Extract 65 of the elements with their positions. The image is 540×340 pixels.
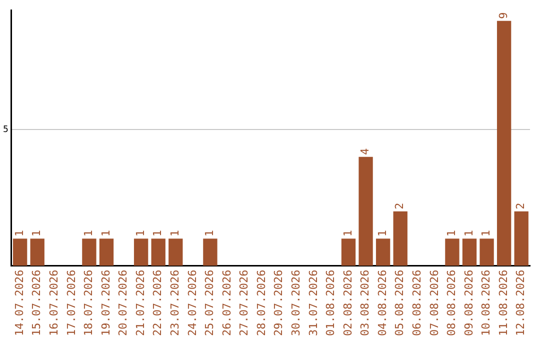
- data-label: 4: [358, 148, 372, 155]
- bar: [358, 156, 373, 266]
- x-tick-label: 26.07.2026: [220, 270, 234, 336]
- data-label: 1: [12, 230, 26, 237]
- data-label: 1: [462, 230, 476, 237]
- data-label: 1: [134, 230, 147, 237]
- data-label: 1: [341, 230, 354, 237]
- bar: [376, 238, 390, 266]
- bar: [134, 238, 148, 266]
- x-tick-label: 06.08.2026: [410, 270, 424, 336]
- bar: [12, 238, 28, 266]
- data-label: 1: [376, 230, 389, 237]
- x-tick-label: 01.08.2026: [324, 270, 338, 336]
- x-tick-label: 18.07.2026: [82, 270, 96, 336]
- data-label: 1: [445, 230, 458, 237]
- x-tick-label: 19.07.2026: [99, 270, 112, 336]
- bar: [496, 20, 512, 266]
- x-tick-label: 12.08.2026: [514, 270, 528, 336]
- x-tick-label: 24.07.2026: [186, 270, 199, 336]
- x-tick-label: 30.07.2026: [290, 270, 302, 336]
- x-tick-label: 14.07.2026: [12, 270, 26, 336]
- data-label: 2: [393, 202, 406, 210]
- bar: [393, 211, 408, 266]
- x-tick-label: 28.07.2026: [254, 270, 268, 336]
- x-tick-label: 15.07.2026: [30, 270, 44, 336]
- data-label: 1: [168, 230, 182, 237]
- data-label: 2: [514, 202, 528, 210]
- bar: [341, 238, 356, 266]
- bar: [168, 238, 183, 266]
- bar: [462, 238, 477, 266]
- x-tick-label: 02.08.2026: [341, 270, 354, 336]
- data-label: 1: [82, 230, 96, 237]
- bar: [203, 238, 218, 266]
- x-tick-label: 16.07.2026: [47, 270, 60, 336]
- data-label: 1: [480, 230, 493, 237]
- x-tick-label: 21.07.2026: [134, 270, 147, 336]
- x-tick-label: 10.08.2026: [480, 270, 493, 336]
- x-tick-label: 08.08.2026: [445, 270, 458, 336]
- x-tick-label: 05.08.2026: [393, 270, 406, 336]
- bar: [99, 238, 114, 266]
- data-label: 1: [151, 230, 164, 237]
- x-tick-label: 09.08.2026: [462, 270, 476, 336]
- x-tick-label: 20.07.2026: [116, 270, 130, 336]
- data-label: 1: [30, 230, 44, 237]
- x-tick-label: 29.07.2026: [272, 270, 286, 336]
- bar: [30, 238, 44, 266]
- x-tick-label: 23.07.2026: [168, 270, 182, 336]
- x-tick-label: 04.08.2026: [376, 270, 389, 336]
- data-label: 9: [496, 12, 510, 19]
- data-label: 1: [203, 230, 216, 237]
- bar: [151, 238, 166, 266]
- x-tick-label: 03.08.2026: [358, 270, 372, 336]
- bar: [514, 211, 528, 266]
- x-tick-label: 22.07.2026: [151, 270, 164, 336]
- bar: [445, 238, 460, 266]
- data-label: 1: [99, 230, 112, 237]
- bar: [82, 238, 96, 266]
- x-tick-label: 31.07.2026: [306, 270, 320, 336]
- y-tick-label: 5: [2, 125, 8, 136]
- x-tick-label: 07.08.2026: [428, 270, 441, 336]
- x-tick-label: 17.07.2026: [64, 270, 78, 336]
- x-tick-label: 27.07.2026: [238, 270, 251, 336]
- x-tick-label: 11.08.2026: [496, 270, 510, 336]
- bar: [480, 238, 494, 266]
- x-tick-label: 25.07.2026: [203, 270, 216, 336]
